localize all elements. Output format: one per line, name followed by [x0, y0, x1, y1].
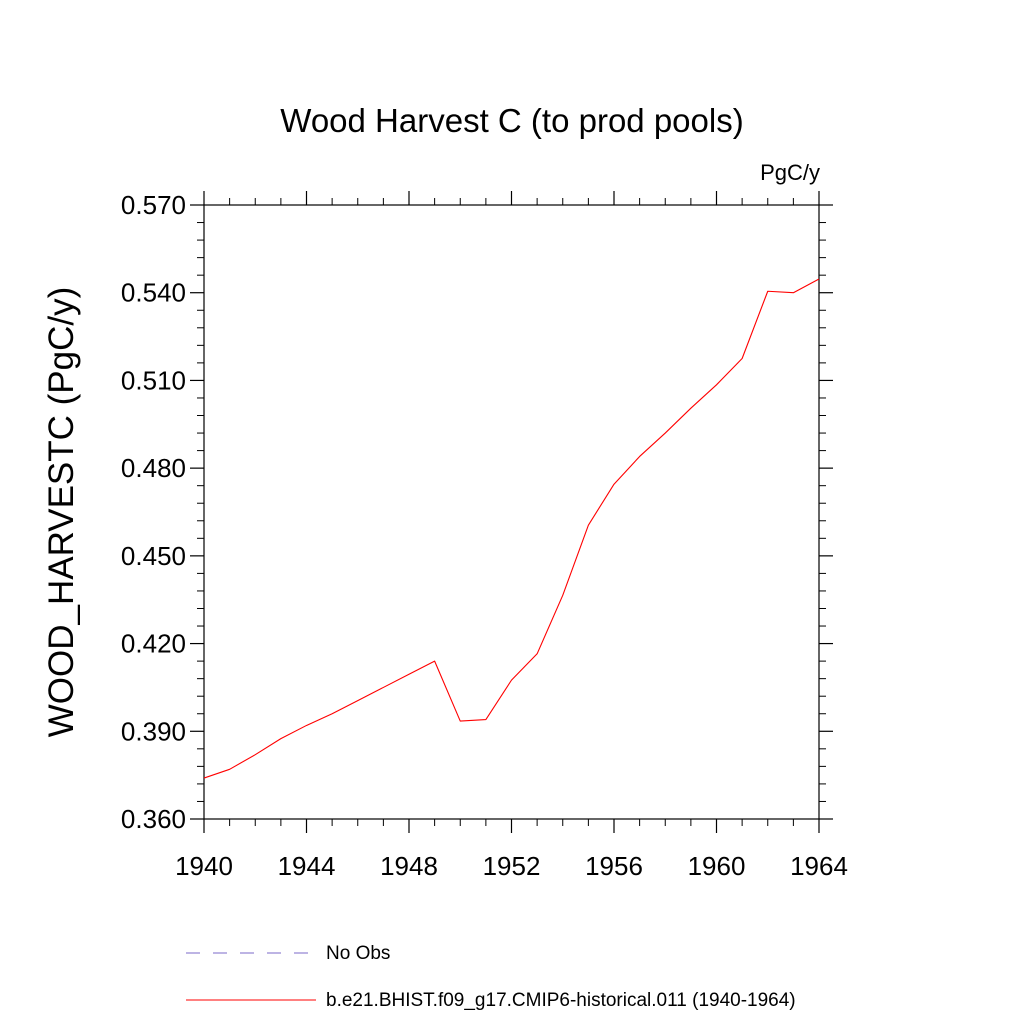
- legend-label-no-obs: No Obs: [326, 943, 390, 964]
- legend-label-historical: b.e21.BHIST.f09_g17.CMIP6-historical.011…: [326, 990, 796, 1011]
- y-tick-label: 0.540: [121, 278, 186, 308]
- x-tick-label: 1944: [278, 851, 336, 881]
- y-tick-label: 0.360: [121, 804, 186, 834]
- x-tick-label: 1952: [483, 851, 541, 881]
- legend: No Obs b.e21.BHIST.f09_g17.CMIP6-histori…: [186, 943, 796, 1011]
- y-tick-label: 0.480: [121, 453, 186, 483]
- x-tick-label: 1940: [175, 851, 233, 881]
- y-axis: 0.360 0.390 0.420 0.450 0.480 0.510 0.540 0.570: [121, 190, 833, 834]
- units-label: PgC/y: [760, 160, 820, 185]
- x-tick-label: 1960: [688, 851, 746, 881]
- y-axis-label: WOOD_HARVESTC (PgC/y): [42, 287, 81, 738]
- x-axis: 1940 1944 1948 1952 1956 1960 1964: [175, 191, 848, 881]
- chart-title: Wood Harvest C (to prod pools): [280, 102, 743, 139]
- series-line-historical: [203, 278, 820, 779]
- series-layer: [203, 278, 820, 779]
- y-tick-label: 0.450: [121, 541, 186, 571]
- x-tick-label: 1964: [790, 851, 848, 881]
- y-tick-label: 0.390: [121, 716, 186, 746]
- x-tick-label: 1948: [380, 851, 438, 881]
- y-tick-label: 0.420: [121, 629, 186, 659]
- x-tick-label: 1956: [585, 851, 643, 881]
- y-tick-label: 0.570: [121, 190, 186, 220]
- plot-frame: [203, 204, 820, 820]
- y-tick-label: 0.510: [121, 365, 186, 395]
